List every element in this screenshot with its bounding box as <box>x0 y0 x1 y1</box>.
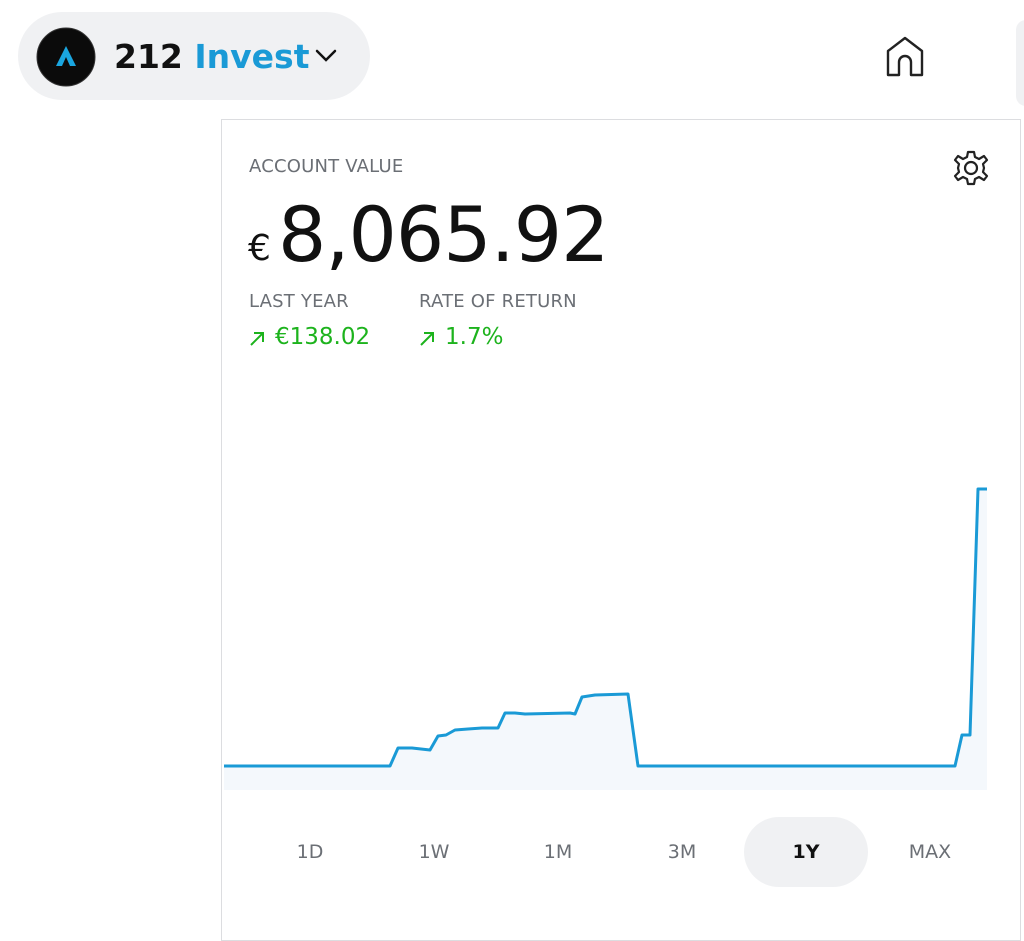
range-button[interactable]: 3M <box>667 841 697 863</box>
account-value: 8,065.92 <box>278 190 609 279</box>
stat-label: LAST YEAR <box>249 291 349 312</box>
range-button[interactable]: 1Y <box>744 817 868 887</box>
brand-label: Invest <box>194 37 310 76</box>
up-arrow-icon <box>250 332 264 346</box>
range-button[interactable]: 1D <box>296 841 324 863</box>
stat-value: €138.02 <box>275 324 371 350</box>
account-label: ACCOUNT VALUE <box>249 156 404 177</box>
chevron-icon[interactable] <box>314 48 338 64</box>
up-arrow-icon <box>420 332 434 346</box>
brand-logo <box>36 27 96 87</box>
side-panel-edge <box>1016 20 1024 106</box>
settings-icon[interactable] <box>952 149 990 187</box>
brand-name[interactable]: 212 Invest <box>114 34 309 80</box>
currency-symbol: € <box>248 228 271 269</box>
range-button[interactable]: 1W <box>418 841 450 863</box>
brand-number: 212 <box>114 37 183 76</box>
range-button[interactable]: 1M <box>543 841 573 863</box>
home-icon[interactable] <box>885 35 925 79</box>
stat-value: 1.7% <box>445 324 504 350</box>
stat-label: RATE OF RETURN <box>419 291 577 312</box>
range-button[interactable]: MAX <box>908 841 952 863</box>
